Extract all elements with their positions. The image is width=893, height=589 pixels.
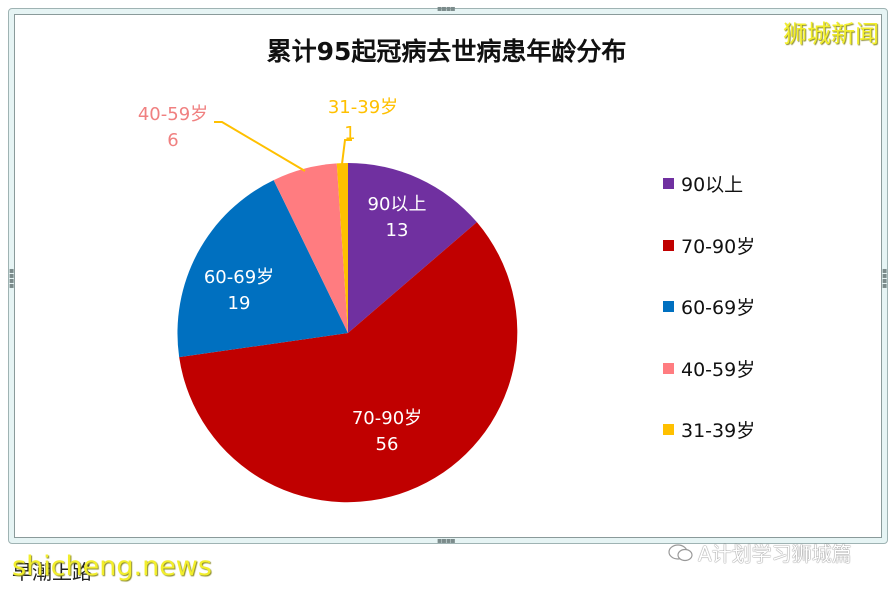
legend-swatch-purple (663, 178, 674, 189)
data-label-70-90: 70-90岁 56 (342, 406, 432, 458)
legend-swatch-blue (663, 301, 674, 312)
label-name: 60-69岁 (203, 267, 275, 288)
watermark-bottom-right: A计划学习狮城篇 (668, 538, 852, 567)
legend-label: 90以上 (681, 174, 744, 196)
label-name: 70-90岁 (351, 408, 423, 429)
legend-label: 40-59岁 (681, 358, 756, 381)
label-value: 56 (375, 434, 399, 455)
slice-90-plus[interactable] (348, 163, 477, 333)
legend-item-70-90[interactable]: 70-90岁 (663, 232, 755, 294)
watermark-text: A计划学习狮城篇 (698, 542, 852, 566)
legend-swatch-red (663, 239, 674, 251)
legend-label: 60-69岁 (681, 297, 756, 319)
legend-swatch-pink (663, 362, 674, 374)
label-value: 13 (385, 220, 409, 241)
legend-item-90-plus[interactable]: 90以上 (663, 170, 755, 232)
legend-item-60-69[interactable]: 60-69岁 (663, 293, 755, 355)
data-label-90-plus: 90以上 13 (352, 192, 442, 244)
legend-label: 70-90岁 (681, 235, 756, 258)
leader-line-40-59 (214, 121, 306, 172)
chart-title: 累计95起冠病去世病患年龄分布 (266, 37, 627, 66)
slice-60-69[interactable] (177, 180, 348, 358)
chart-legend: 90以上 70-90岁 60-69岁 40-59岁 31-39岁 (663, 170, 755, 478)
label-name: 40-59岁 (137, 104, 209, 125)
label-value: 1 (344, 123, 356, 144)
resize-handle-left[interactable]: ▪ ▪ ▪ ▪ (9, 266, 15, 290)
wechat-icon (668, 543, 693, 561)
legend-item-40-59[interactable]: 40-59岁 (663, 355, 755, 417)
watermark-top-right: 狮城新闻 (783, 20, 879, 48)
resize-handle-bottom[interactable]: ▪▪▪▪ (437, 536, 456, 545)
label-value: 19 (227, 293, 251, 314)
data-label-40-59: 40-59岁 6 (128, 102, 218, 154)
watermark-bottom-left: shicheng.news (12, 551, 212, 582)
label-name: 90以上 (367, 194, 427, 215)
data-label-60-69: 60-69岁 19 (194, 265, 284, 317)
label-name: 31-39岁 (327, 97, 399, 118)
slice-40-59[interactable] (273, 163, 348, 333)
resize-handle-top[interactable]: ▪▪▪▪ (437, 4, 456, 13)
leader-line-31-39 (341, 139, 352, 165)
resize-handle-right[interactable]: ▪ ▪ ▪ ▪ (882, 266, 888, 290)
legend-swatch-yellow (663, 424, 674, 435)
data-label-31-39: 31-39岁 1 (318, 95, 408, 147)
legend-item-31-39[interactable]: 31-39岁 (663, 416, 755, 478)
slice-70-90[interactable] (179, 222, 518, 503)
slice-31-39[interactable] (336, 163, 348, 333)
footer-caption: 早潮上路 (12, 560, 92, 584)
legend-label: 31-39岁 (681, 420, 756, 442)
label-value: 6 (167, 130, 179, 151)
